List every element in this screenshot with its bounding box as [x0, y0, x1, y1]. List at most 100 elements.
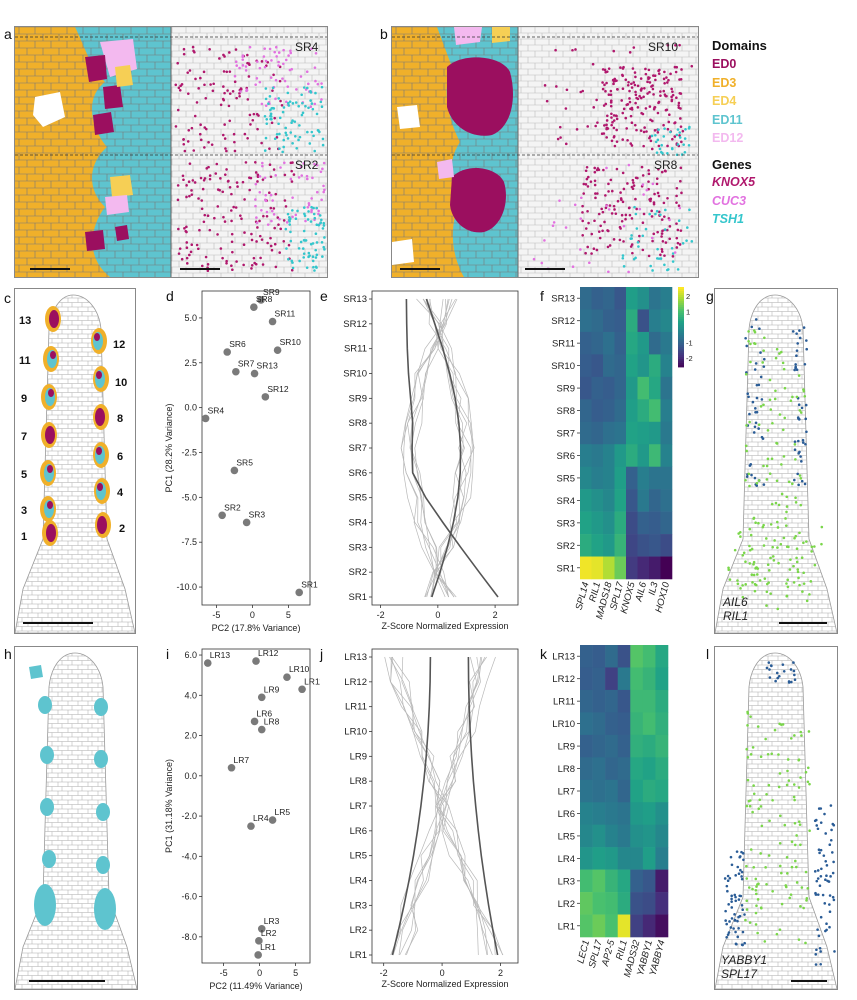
panel-label-k: k: [540, 646, 547, 662]
row-label: SR11: [552, 339, 575, 350]
panel-c-region-number: 10: [115, 377, 128, 389]
scatter-point: [230, 466, 239, 475]
panel-g-gene-2: RIL1: [723, 609, 749, 623]
point-label: SR10: [280, 337, 302, 347]
heatmap-cell: [617, 892, 631, 915]
heatmap-cell: [580, 914, 593, 938]
heatmap-cell: [617, 779, 631, 803]
heatmap-cell: [592, 847, 606, 870]
heatmap-cell: [580, 556, 592, 580]
panel-i-scatter: -5 0 5 6.0 4.0 2.0 0.0 -2.0 -4.0 -6.0 -8.0 PC2 (11.…: [164, 648, 320, 991]
heatmap-cell: [655, 667, 669, 691]
heatmap-cell: [603, 287, 615, 310]
heatmap-cell: [592, 869, 606, 893]
y-tick-label: SR10: [343, 369, 367, 380]
heatmap-cell: [637, 331, 650, 355]
panel-a-top-label: SR4: [295, 40, 319, 54]
heatmap-cell: [642, 914, 656, 938]
colorbar-tick-label: -1: [686, 338, 693, 347]
row-label: SR3: [557, 518, 575, 529]
heatmap-cell: [605, 734, 619, 758]
scatter-point: [257, 693, 266, 702]
heatmap-cell: [580, 444, 592, 467]
x-tick-label: 0: [440, 968, 445, 978]
scatter-point: [273, 346, 282, 355]
panel-c-region-number: 3: [21, 505, 28, 517]
heatmap-cell: [614, 331, 627, 355]
y-tick-label: -10.0: [176, 582, 197, 592]
point-label: LR13: [210, 650, 231, 660]
heatmap-cell: [642, 689, 656, 713]
heatmap-cell: [642, 802, 656, 825]
heatmap-cell: [614, 287, 627, 310]
scatter-point: [257, 924, 266, 933]
gene-trace: [428, 298, 473, 598]
scatter-point: [242, 518, 251, 527]
heatmap-cell: [603, 421, 615, 445]
heatmap-cell: [626, 399, 638, 423]
row-label: SR4: [557, 496, 575, 507]
heatmap-cell: [630, 645, 644, 668]
heatmap-cell: [603, 309, 615, 333]
heatmap-cell: [605, 847, 619, 870]
heatmap-cell: [592, 892, 606, 915]
heatmap-cell: [655, 869, 669, 893]
y-tick-label: SR4: [349, 518, 367, 529]
y-tick-label: LR3: [350, 900, 367, 911]
heatmap-cell: [637, 444, 650, 467]
heatmap-cell: [603, 556, 615, 580]
y-tick-label: SR9: [349, 393, 367, 404]
heatmap-cell: [592, 802, 606, 825]
gene-trace: [390, 656, 488, 956]
y-tick-label: SR2: [349, 567, 367, 578]
row-label: SR5: [557, 473, 575, 484]
heatmap-cell: [660, 376, 673, 400]
column-label: AIL6: [633, 580, 649, 603]
heatmap-cell: [660, 489, 673, 512]
row-label: SR6: [557, 451, 575, 462]
heatmap-cell: [592, 712, 606, 736]
heatmap-cell: [603, 466, 615, 490]
colorbar-tick-label: 1: [686, 308, 690, 317]
heatmap-cell: [591, 309, 604, 333]
y-tick-label: 5.0: [184, 313, 197, 323]
y-tick-label: -5.0: [181, 492, 197, 502]
heatmap-cell: [580, 779, 593, 803]
row-label: SR13: [551, 294, 575, 305]
scatter-point: [255, 937, 263, 945]
heatmap-cell: [649, 421, 661, 445]
legend-genes-title: Genes: [712, 157, 752, 172]
gene-trace: [392, 656, 483, 956]
y-tick-label: SR13: [343, 294, 367, 305]
heatmap-cell: [603, 489, 615, 512]
heatmap-cell: [580, 309, 592, 333]
y-tick-label: 4.0: [184, 690, 197, 700]
gene-trace: [409, 298, 449, 598]
gene-trace: [398, 656, 481, 956]
row-label: SR7: [557, 429, 575, 440]
heatmap-cell: [626, 466, 638, 490]
y-tick-label: SR3: [349, 542, 367, 553]
heatmap-cell: [605, 712, 619, 736]
heatmap-cell: [580, 734, 593, 758]
heatmap-cell: [660, 556, 673, 580]
x-tick-label: 2: [493, 610, 498, 620]
heatmap-cell: [617, 869, 631, 893]
mean-trace: [405, 298, 499, 598]
point-label: LR6: [257, 708, 273, 718]
y-tick-label: 0.0: [184, 403, 197, 413]
heatmap-cell: [614, 511, 627, 535]
heatmap-cell: [649, 309, 661, 333]
panel-l-gene-1: YABBY1: [721, 953, 768, 967]
row-label: SR9: [557, 384, 575, 395]
heatmap-cell: [649, 466, 661, 490]
y-tick-label: LR8: [350, 776, 367, 787]
heatmap-cell: [580, 869, 593, 893]
heatmap-cell: [637, 511, 650, 535]
row-label: LR10: [552, 719, 575, 730]
heatmap-cell: [626, 444, 638, 467]
heatmap-cell: [649, 399, 661, 423]
legend-domain-ed11: ED11: [712, 112, 743, 127]
heatmap-cell: [603, 331, 615, 355]
legend-domain-ed12: ED12: [712, 131, 744, 145]
